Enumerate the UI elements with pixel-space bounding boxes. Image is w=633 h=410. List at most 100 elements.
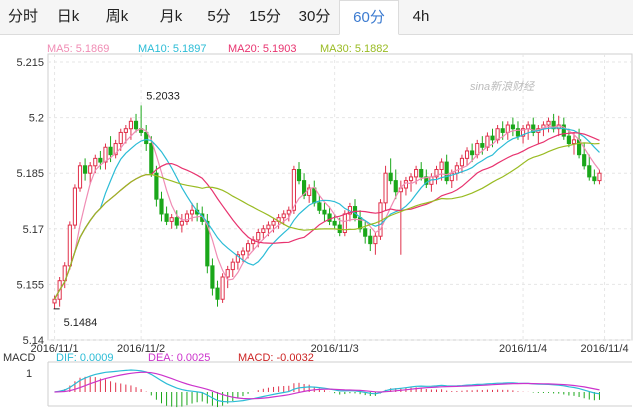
- candle-body: [312, 187, 317, 204]
- tab-7[interactable]: 30分: [298, 8, 331, 25]
- candle-body: [307, 187, 312, 196]
- candle-body: [108, 146, 113, 156]
- candle: [230, 258, 235, 277]
- candle: [571, 132, 577, 155]
- y-tick-label: 5.14: [23, 335, 44, 347]
- candle: [510, 117, 515, 137]
- x-tick-label: 2016/11/4: [580, 343, 628, 355]
- x-tick-label: 2016/11/2: [117, 343, 165, 355]
- candle: [419, 162, 424, 181]
- macd-title: MACD: [3, 352, 36, 364]
- candle-body: [113, 143, 118, 156]
- candle-body: [77, 165, 83, 189]
- candle: [327, 206, 332, 226]
- candle-body: [174, 217, 179, 226]
- candle-body: [434, 168, 439, 178]
- y-tick-label: 5.2: [29, 113, 44, 125]
- candle-body: [510, 124, 515, 130]
- candle-body: [561, 124, 566, 137]
- candle-body: [322, 209, 327, 215]
- candle-body: [215, 287, 220, 300]
- x-tick-label: 2016/11/4: [499, 343, 547, 355]
- candle-body: [520, 128, 526, 137]
- candle-body: [128, 120, 134, 130]
- candle-body: [149, 143, 154, 174]
- candle-body: [378, 202, 383, 237]
- candle: [439, 158, 444, 181]
- candle-body: [419, 168, 424, 178]
- candle-body: [571, 139, 577, 145]
- ma-legend-item: MA10: 5.1897: [138, 43, 207, 55]
- tab-9[interactable]: 4h: [412, 8, 430, 25]
- candle-body: [363, 228, 368, 237]
- candle-body: [144, 131, 149, 145]
- tab-1[interactable]: 分时: [7, 8, 38, 25]
- candle-body: [551, 120, 556, 130]
- ma30-line: [53, 142, 600, 300]
- candle-body: [230, 261, 235, 271]
- candle: [597, 169, 602, 185]
- candle: [154, 165, 159, 207]
- dea-line: [54, 371, 600, 400]
- ma20-line: [53, 131, 600, 300]
- macd-legend-item: DEA: 0.0025: [148, 352, 211, 364]
- candle-body: [266, 224, 271, 230]
- candle-body: [414, 168, 419, 178]
- candle-body: [302, 180, 307, 196]
- ma-legend-item: MA5: 5.1869: [47, 43, 110, 55]
- candle-body: [245, 243, 251, 252]
- candle-body: [210, 265, 215, 289]
- candle-body: [154, 172, 159, 200]
- tab-5[interactable]: 5分: [207, 8, 231, 25]
- tab-3[interactable]: 周k: [105, 8, 129, 25]
- candle: [215, 280, 220, 307]
- candle-body: [449, 172, 454, 182]
- candle: [113, 139, 118, 159]
- candle: [368, 228, 373, 252]
- candle: [133, 113, 139, 133]
- candle: [464, 147, 470, 166]
- candle: [403, 176, 409, 196]
- candle-body: [164, 213, 169, 222]
- candle-body: [179, 220, 184, 226]
- tab-6[interactable]: 15分: [249, 8, 281, 25]
- candle-body: [582, 154, 587, 167]
- candle-body: [500, 128, 505, 133]
- candle-body: [373, 235, 378, 245]
- candle: [393, 169, 398, 200]
- candle: [398, 180, 403, 255]
- candle: [281, 210, 286, 226]
- y-tick-label: 5.155: [16, 279, 44, 291]
- candle: [546, 117, 551, 133]
- candle: [210, 258, 215, 296]
- candle-body: [296, 168, 302, 182]
- candle-body: [368, 235, 373, 245]
- candle: [296, 162, 302, 185]
- candle-body: [98, 157, 103, 163]
- plot-frame: [47, 53, 633, 341]
- candle: [169, 213, 174, 229]
- candle: [261, 225, 266, 240]
- candle-body: [459, 157, 465, 167]
- x-tick-label: 2016/11/1: [30, 343, 78, 355]
- candle-body: [67, 224, 72, 267]
- candle: [408, 173, 414, 192]
- ma10-line: [53, 127, 600, 300]
- candle-body: [133, 120, 139, 130]
- ma-legend-item: MA30: 5.1882: [320, 43, 389, 55]
- candle-body: [93, 157, 98, 167]
- tab-8[interactable]: 60分: [339, 0, 399, 35]
- candle-body: [587, 165, 592, 178]
- candle-body: [271, 220, 276, 226]
- candle-body: [291, 168, 296, 211]
- candle-body: [546, 120, 551, 126]
- candle-body: [388, 172, 393, 182]
- candle: [235, 251, 240, 270]
- candle-body: [332, 220, 337, 226]
- candle: [77, 162, 83, 192]
- tab-2[interactable]: 日k: [56, 8, 80, 25]
- tab-4[interactable]: 月k: [159, 8, 183, 25]
- candle: [286, 206, 291, 222]
- candle-body: [439, 161, 444, 170]
- candle-body: [261, 228, 266, 234]
